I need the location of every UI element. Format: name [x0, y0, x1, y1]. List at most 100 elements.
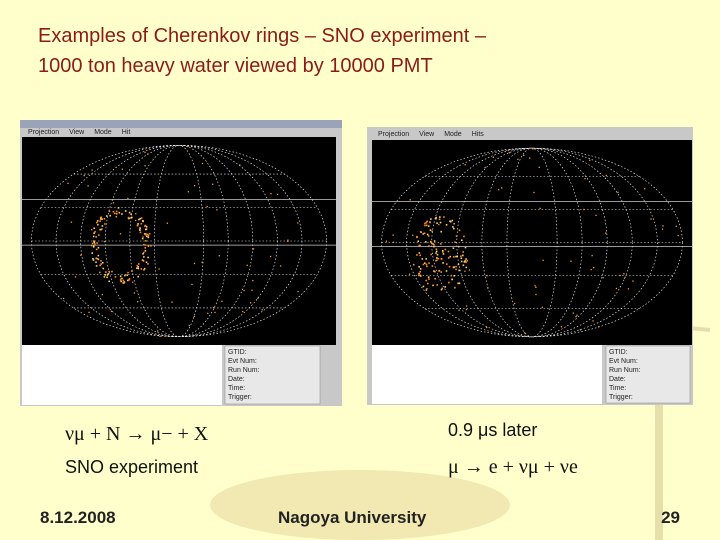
grid-meridian [456, 147, 608, 338]
pmt-hit [147, 263, 149, 265]
pmt-hit [171, 301, 173, 303]
pmt-hit [132, 281, 134, 283]
pmt-hit [216, 209, 218, 211]
pmt-hit [579, 329, 582, 331]
pmt-hit [441, 250, 444, 252]
pmt-hit [437, 257, 440, 260]
pmt-hit [419, 268, 422, 270]
pmt-hit [454, 286, 456, 289]
pmt-hit [207, 312, 209, 314]
pmt-hit [517, 158, 519, 160]
pmt-hit [677, 234, 679, 237]
pmt-hit [465, 261, 467, 264]
pmt-hit [644, 188, 646, 190]
pmt-hit [675, 225, 677, 227]
pmt-hit [484, 166, 486, 169]
pmt-hit [103, 240, 105, 243]
pmt-hit [445, 270, 448, 272]
pmt-hit [246, 264, 248, 267]
pmt-hit [145, 235, 148, 238]
pmt-hit [121, 213, 123, 215]
pmt-hit [135, 213, 137, 215]
pmt-hit [464, 260, 466, 262]
reaction: μ → e + νμ + νe [448, 456, 578, 478]
pmt-hit [462, 254, 464, 257]
pmt-hit [142, 251, 145, 254]
pmt-hit [115, 215, 118, 218]
pmt-hit [109, 214, 111, 217]
pmt-hit [92, 235, 95, 238]
pmt-hit [105, 271, 107, 273]
pmt-hit [121, 168, 124, 170]
pmt-hit [593, 266, 595, 269]
menu-item: Mode [94, 129, 112, 136]
pmt-hit [212, 183, 214, 185]
pmt-hit [425, 241, 427, 243]
pmt-hit [623, 273, 625, 275]
pmt-hit [143, 267, 146, 270]
menu-item: View [69, 129, 85, 136]
pmt-hit [108, 270, 110, 273]
pmt-hit [619, 274, 621, 277]
pmt-hit [127, 197, 129, 200]
pmt-hit [130, 213, 132, 215]
pmt-hit [433, 245, 435, 248]
pmt-hit [427, 235, 430, 237]
pmt-hit [115, 212, 118, 215]
pmt-hit [97, 258, 100, 261]
pmt-hit [115, 210, 118, 213]
pmt-hit [118, 211, 121, 214]
pmt-hit [439, 221, 442, 224]
pmt-hit [62, 297, 65, 300]
pmt-hit [100, 259, 102, 262]
pmt-hit [137, 223, 139, 225]
pmt-hit [434, 277, 437, 280]
pmt-hit [147, 236, 150, 239]
pmt-hit [429, 221, 431, 223]
pmt-hit [95, 257, 98, 260]
pmt-hit [90, 244, 93, 247]
pmt-hit [451, 219, 454, 222]
pmt-hit [269, 255, 272, 258]
pmt-hit [420, 275, 422, 277]
pmt-hit [186, 145, 189, 147]
pmt-hit [93, 240, 95, 242]
pmt-hit [99, 220, 101, 222]
pmt-hit [464, 164, 466, 166]
window-titlebar [20, 120, 342, 128]
pmt-hit [433, 243, 435, 246]
pmt-hit [428, 245, 430, 247]
pmt-hit [425, 289, 428, 291]
pmt-hit [218, 255, 220, 257]
pmt-hit [99, 228, 101, 231]
pmt-hit [242, 310, 244, 313]
menu-item: Hits [472, 131, 485, 138]
pmt-hit [166, 222, 168, 224]
pmt-hit [438, 270, 440, 272]
pmt-hit [428, 262, 430, 264]
menu-item: Mode [444, 131, 462, 138]
pmt-hit [443, 216, 445, 218]
pmt-hit [119, 233, 122, 235]
pmt-hit [623, 277, 626, 279]
pmt-hit [147, 234, 150, 237]
pmt-hit [416, 254, 418, 256]
pmt-hit [131, 270, 133, 272]
pmt-hit [74, 276, 77, 278]
pmt-hit [448, 281, 450, 284]
pmt-hit [427, 225, 430, 227]
pmt-hit [287, 239, 289, 241]
pmt-hit [422, 285, 425, 288]
pmt-hit [297, 290, 299, 293]
pmt-hit [435, 250, 438, 253]
pmt-hit [590, 268, 592, 271]
pmt-hit [454, 241, 456, 244]
pmt-hit [139, 227, 141, 229]
pmt-hit [418, 252, 421, 254]
pmt-hit [91, 229, 93, 231]
pmt-hit [419, 270, 421, 273]
pmt-hit [501, 187, 503, 189]
pmt-hit [239, 164, 241, 166]
pmt-hit [486, 275, 488, 277]
pmt-hit [457, 263, 460, 266]
